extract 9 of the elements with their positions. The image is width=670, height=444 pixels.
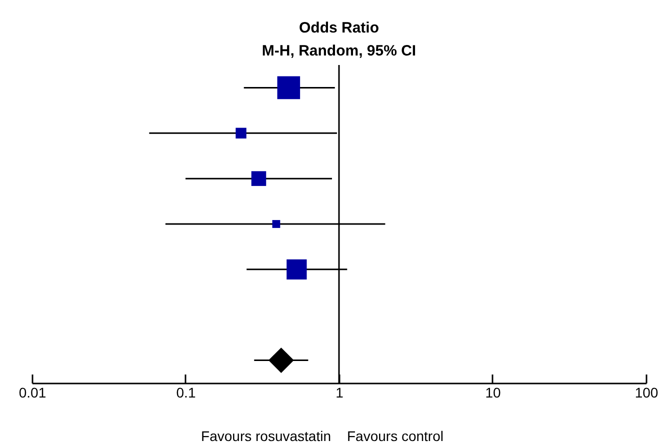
- x-tick-label: 1: [336, 384, 344, 400]
- text: Favours rosuvastatin: [201, 428, 331, 444]
- x-tick-label: 0.1: [176, 384, 196, 400]
- text: Favours control: [347, 428, 444, 444]
- x-tick-label: 0.01: [18, 384, 46, 400]
- chart-subtitle: M-H, Random, 95% CI: [262, 42, 416, 60]
- chart-title: Odds Ratio: [298, 19, 380, 36]
- x-tick-label: 100: [634, 384, 658, 400]
- x-tick-label: 10: [485, 384, 501, 400]
